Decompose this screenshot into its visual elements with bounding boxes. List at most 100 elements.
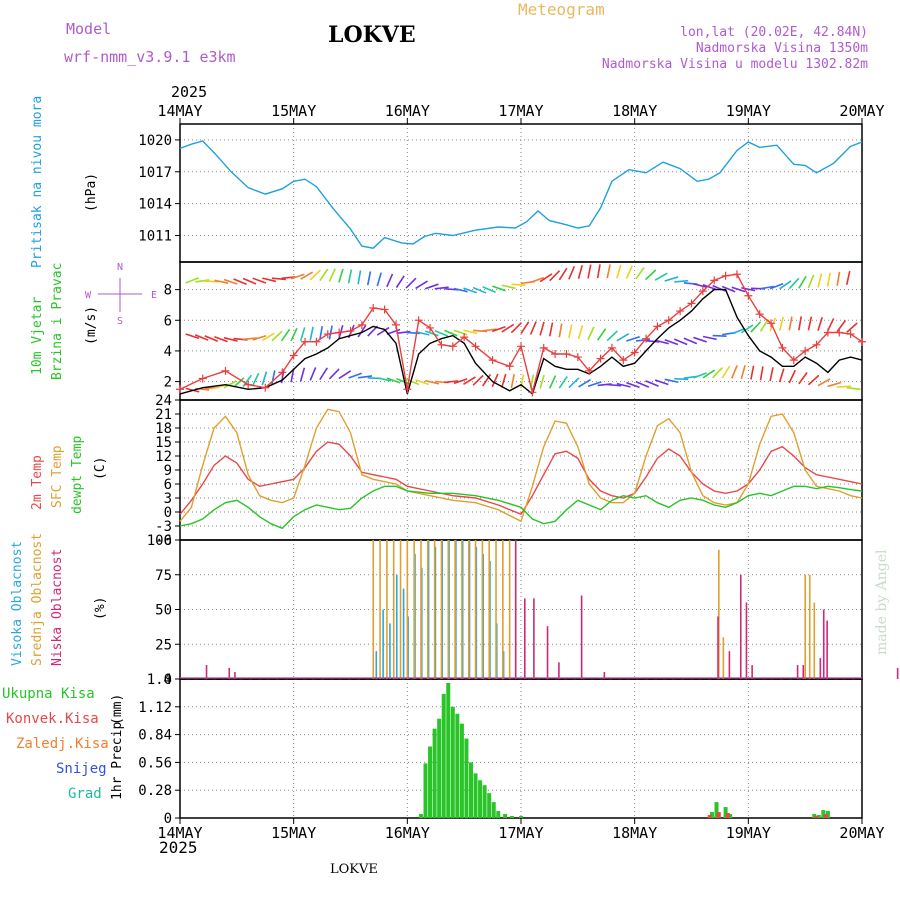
y-tick-label: 6 [164,477,172,493]
wind-gust-marker [789,356,798,365]
cloud-bar [722,637,725,679]
wind-arrow [539,374,545,389]
wind-arrow [759,319,769,332]
wind-arrow [558,323,563,338]
wind-arrow [549,270,561,282]
wind-gust-marker [664,316,673,325]
wind-arrow [377,377,392,382]
wind-arrow [444,329,458,337]
wind-arrow [309,269,321,281]
wind-gust-marker [517,342,525,351]
wind-arrow [319,367,329,381]
wind-gust-marker [471,342,480,351]
y-tick-label: 6 [164,313,172,329]
cloud-bar [399,540,402,679]
wind-gust-marker [176,385,184,394]
wind-gust-marker [858,337,866,346]
time-label-bottom: 14MAY [157,824,202,842]
precip-bar [709,812,714,818]
cloud-bar [603,672,606,679]
wind-arrow [204,280,219,283]
wind-gust-marker [357,320,366,329]
wind-arrow [501,323,515,333]
time-label-bottom: 16MAY [385,824,430,842]
wind-gust-marker [391,320,400,329]
wind-arrow [194,334,209,341]
precip-bar [725,813,730,818]
y-tick-label: 1.4 [147,672,172,688]
wind-arrow [836,319,847,333]
cloud-bar [402,588,405,679]
wind-arrow [568,266,576,280]
cloud-bar [508,540,511,679]
wind-gust-marker [488,356,497,365]
time-label-top: 14MAY [157,102,202,120]
y-tick-label: 24 [155,393,172,409]
wind-arrow [731,365,738,379]
y-tick-label: 1020 [138,133,172,149]
wind-gust-marker [323,330,332,339]
wind-arrow [683,337,698,345]
wind-gust-marker [369,304,378,312]
wind-arrow [616,333,630,342]
precip-bar [432,728,437,818]
cloud-bar [546,626,549,679]
wind-arrow [693,283,708,289]
cloud-bar [440,540,443,679]
precip-bar [478,780,483,818]
compass-n: N [117,262,123,273]
wind-arrow [645,269,657,281]
cloud-bar [420,540,422,679]
wind-arrow [242,277,257,285]
y-tick-label: 100 [147,533,172,549]
precip-bar [821,810,826,818]
y-tick-label: 8 [164,283,172,299]
altitude-label: Nadmorska Visina 1350m [695,41,868,56]
precip-bar [455,713,460,818]
wind-gust-marker [551,350,560,358]
wind-gust-marker [346,327,355,335]
wind-gust-marker [403,385,412,394]
wind-arrow [731,286,746,293]
cloud-bar [718,549,720,679]
wind-arrow [348,372,362,379]
cloud-bar [495,540,497,679]
precip-bar [814,816,819,818]
wind-gust-marker [596,354,605,363]
precip-bar [812,814,817,818]
wind-arrow [261,371,268,386]
y-tick-label: 1014 [138,197,172,213]
time-label-top: 17MAY [498,102,543,120]
y-tick-label: 4 [164,344,172,360]
wind-arrow [654,272,668,281]
wind-arrow [482,286,496,293]
wind-arrow [750,321,762,333]
wind-arrow [252,334,267,341]
wind-arrow [386,328,401,335]
wind-arrow [510,374,515,389]
time-label-bottom: 17MAY [498,824,543,842]
wind-arrow [798,316,803,331]
y-tick-label: 0 [164,672,172,688]
y-tick-label: 12 [155,449,172,465]
precip-bar [714,802,719,818]
cloud-bar [488,540,490,679]
wind-arrow [299,367,306,382]
wind-gust-marker [687,299,696,308]
wind-arrow [529,321,537,335]
cloud-bar [382,609,384,679]
cloud-bar [474,540,477,679]
cloud-bar [205,665,208,679]
wind-arrow [702,335,717,341]
wind-arrow [185,333,200,340]
wind-gust-marker [846,330,855,339]
wind-arrow [596,264,601,279]
y-tick-label: 1011 [138,228,172,244]
wind-arrow [587,326,595,340]
wind-arrow [778,316,785,331]
pressure-line [179,140,863,249]
y-tick-label: 75 [155,568,172,584]
wind-arrow [472,374,484,386]
wind-arrow [827,381,842,388]
precip-bar [423,763,428,818]
